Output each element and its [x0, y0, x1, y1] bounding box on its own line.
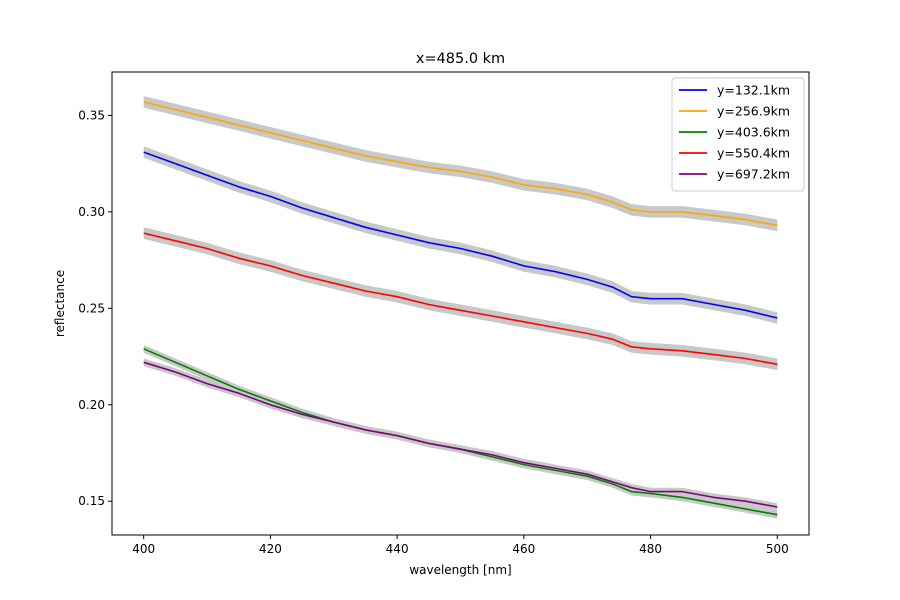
- x-tick-label: 400: [132, 542, 155, 556]
- x-tick-label: 440: [386, 542, 409, 556]
- uncertainty-bands: [143, 96, 778, 519]
- plot-frame: [111, 71, 810, 536]
- x-tick-label: 480: [639, 542, 662, 556]
- x-tick-label: 420: [259, 542, 282, 556]
- series-line: [143, 361, 778, 508]
- legend-label: y=132.1km: [717, 83, 790, 98]
- y-axis-ticks: 0.15 0.20 0.25 0.30 0.35: [78, 108, 112, 508]
- series-line: [143, 348, 778, 516]
- uncertainty-band: [143, 358, 778, 511]
- x-axis-label: wavelength [nm]: [409, 563, 511, 577]
- uncertainty-band: [143, 227, 778, 371]
- legend-label: y=550.4km: [717, 146, 790, 161]
- x-axis-ticks: 400 420 440 460 480 500: [132, 535, 789, 556]
- y-tick-label: 0.15: [78, 494, 105, 508]
- legend-label: y=256.9km: [717, 104, 790, 119]
- legend-label: y=403.6km: [717, 125, 790, 140]
- legend-box: [671, 77, 805, 192]
- series-line: [143, 151, 778, 319]
- uncertainty-band: [143, 345, 778, 519]
- series-line: [143, 101, 778, 227]
- legend-label: y=697.2km: [717, 167, 790, 182]
- x-tick-label: 460: [512, 542, 535, 556]
- y-tick-label: 0.25: [78, 301, 105, 315]
- y-tick-label: 0.35: [78, 108, 105, 122]
- series-lines: [143, 101, 778, 516]
- y-tick-label: 0.30: [78, 205, 105, 219]
- series-line: [143, 232, 778, 366]
- y-axis-label: reflectance: [53, 270, 67, 337]
- chart-title: x=485.0 km: [416, 51, 505, 67]
- uncertainty-band: [143, 96, 778, 232]
- x-tick-label: 500: [766, 542, 789, 556]
- legend: y=132.1km y=256.9km y=403.6km y=550.4km y=69…: [671, 77, 805, 192]
- y-tick-label: 0.20: [78, 398, 105, 412]
- uncertainty-band: [143, 146, 778, 324]
